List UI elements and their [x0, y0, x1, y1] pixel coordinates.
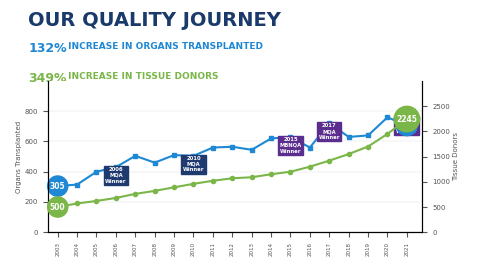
Text: OUR QUALITY JOURNEY: OUR QUALITY JOURNEY	[28, 11, 281, 30]
Text: 2021
MBNQA
Winner: 2021 MBNQA Winner	[396, 117, 418, 134]
Text: 132%: 132%	[28, 42, 67, 55]
Text: 706: 706	[399, 121, 415, 130]
Y-axis label: Organs Transplanted: Organs Transplanted	[16, 120, 22, 193]
Text: 2245: 2245	[396, 114, 417, 124]
Y-axis label: Tissue Donors: Tissue Donors	[453, 132, 459, 181]
Text: 500: 500	[50, 202, 65, 211]
Text: 2017
MQA
Winner: 2017 MQA Winner	[319, 123, 340, 140]
Text: INCREASE IN TISSUE DONORS: INCREASE IN TISSUE DONORS	[65, 72, 218, 81]
Text: 349%: 349%	[28, 72, 67, 85]
Text: 305: 305	[50, 182, 65, 191]
Text: 2010
MQA
Winner: 2010 MQA Winner	[183, 156, 204, 173]
Text: INCREASE IN ORGANS TRANSPLANTED: INCREASE IN ORGANS TRANSPLANTED	[65, 42, 263, 50]
Text: 2006
MQA
Winner: 2006 MQA Winner	[105, 167, 127, 184]
Text: 2015
MBNQA
Winner: 2015 MBNQA Winner	[279, 137, 301, 154]
